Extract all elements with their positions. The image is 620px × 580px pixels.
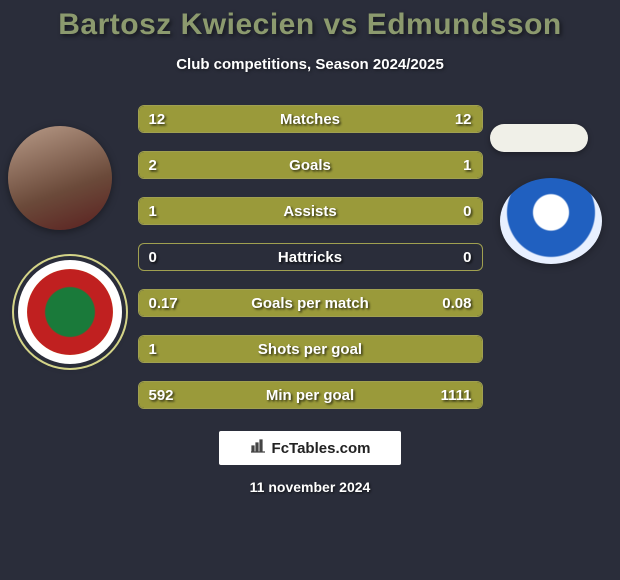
stat-label: Shots per goal <box>139 341 482 358</box>
stat-row: 21Goals <box>138 151 483 179</box>
stat-row: 5921111Min per goal <box>138 381 483 409</box>
site-badge[interactable]: FcTables.com <box>219 431 401 465</box>
stat-label: Min per goal <box>139 387 482 404</box>
stat-label: Goals <box>139 157 482 174</box>
subtitle: Club competitions, Season 2024/2025 <box>176 56 444 73</box>
chart-icon <box>250 438 266 459</box>
stat-row: 1212Matches <box>138 105 483 133</box>
stat-row: 10Assists <box>138 197 483 225</box>
stat-label: Goals per match <box>139 295 482 312</box>
footer-date: 11 november 2024 <box>250 479 371 495</box>
stat-row: 1Shots per goal <box>138 335 483 363</box>
stat-label: Hattricks <box>139 249 482 266</box>
stat-row: 0.170.08Goals per match <box>138 289 483 317</box>
page-title: Bartosz Kwiecien vs Edmundsson <box>58 8 561 42</box>
site-badge-text: FcTables.com <box>272 440 371 457</box>
stat-label: Matches <box>139 111 482 128</box>
stats-list: 1212Matches 21Goals 10Assists 00Hattricks 0.… <box>138 105 483 409</box>
stat-row: 00Hattricks <box>138 243 483 271</box>
stat-label: Assists <box>139 203 482 220</box>
